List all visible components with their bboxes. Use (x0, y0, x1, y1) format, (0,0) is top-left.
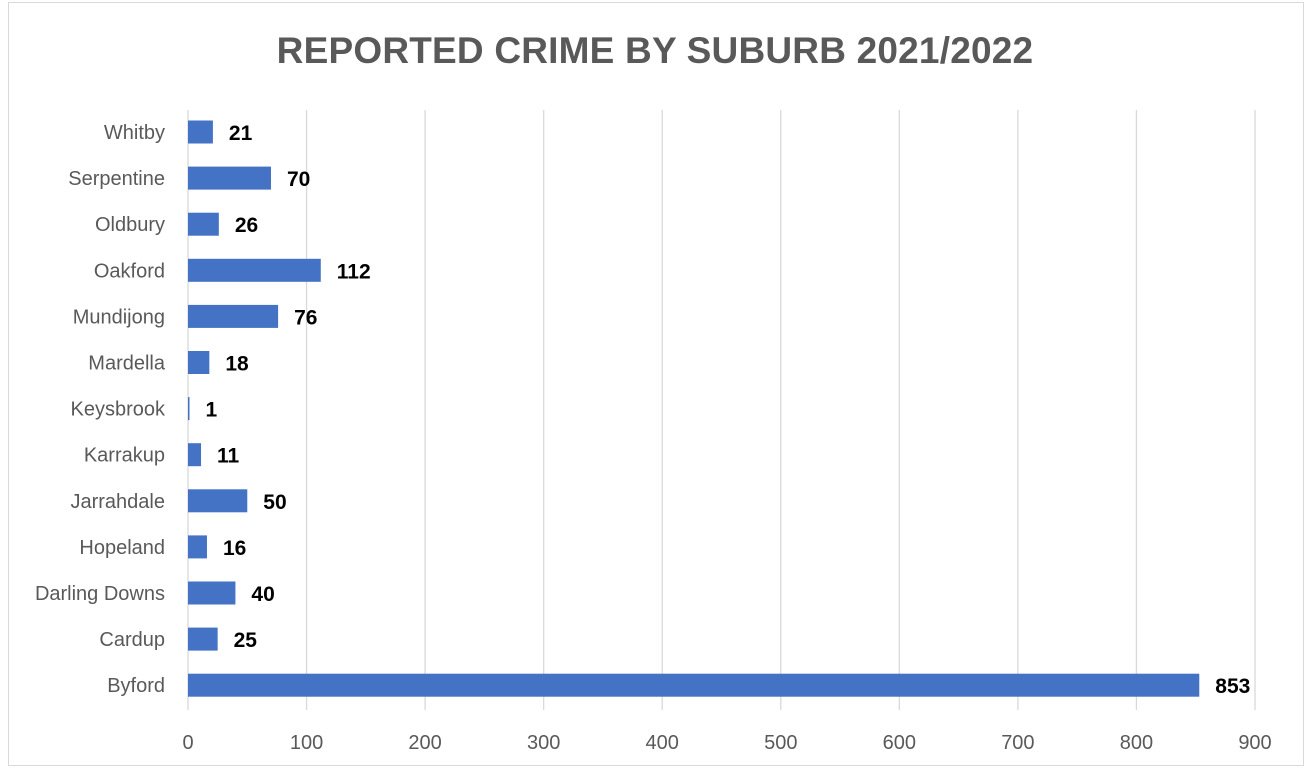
bar-jarrahdale (188, 489, 248, 513)
data-label: 18 (225, 353, 249, 376)
category-label: Cardup (99, 629, 165, 651)
bar-byford (188, 673, 1200, 697)
data-label: 16 (223, 537, 246, 560)
category-label: Byford (107, 675, 165, 697)
data-label: 853 (1215, 675, 1250, 698)
bar-oldbury (188, 212, 219, 236)
x-tick-label: 400 (646, 732, 679, 754)
data-label: 26 (235, 214, 258, 237)
category-label: Jarrahdale (70, 491, 165, 513)
category-label: Serpentine (68, 168, 165, 190)
x-tick-label: 800 (1120, 732, 1153, 754)
x-tick-label: 100 (290, 732, 323, 754)
x-tick-label: 0 (182, 732, 193, 754)
x-tick-label: 600 (883, 732, 916, 754)
category-label: Mardella (88, 353, 166, 375)
category-labels: Whitby Serpentine Oldbury Oakford Mundijong M… (35, 122, 166, 697)
bar-cardup (188, 627, 218, 651)
x-tick-label: 900 (1238, 732, 1271, 754)
data-label: 76 (294, 306, 317, 329)
category-label: Hopeland (79, 537, 165, 559)
data-label: 25 (234, 629, 258, 652)
bar-oakford (188, 258, 321, 282)
bar-whitby (188, 120, 213, 144)
bar-keysbrook (188, 397, 190, 421)
gridlines (187, 110, 1256, 710)
category-label: Oakford (94, 260, 165, 282)
chart-title: REPORTED CRIME BY SUBURB 2021/2022 (276, 30, 1034, 71)
category-label: Oldbury (95, 214, 165, 236)
chart-frame (8, 2, 1304, 766)
x-axis-tick-labels: 0 100 200 300 400 500 600 700 800 900 (182, 732, 1271, 754)
data-label: 11 (217, 445, 240, 468)
bar-mundijong (188, 304, 279, 328)
data-label: 40 (251, 583, 274, 606)
category-label: Karrakup (84, 445, 165, 467)
data-label: 1 (206, 399, 218, 422)
bar-hopeland (188, 535, 207, 559)
data-label: 70 (287, 168, 310, 191)
bar-karrakup (188, 443, 202, 467)
bar-darling-downs (188, 581, 236, 605)
bars (188, 120, 1200, 697)
data-label: 21 (229, 122, 253, 145)
bar-serpentine (188, 166, 271, 190)
x-tick-label: 500 (764, 732, 797, 754)
x-tick-label: 700 (1001, 732, 1034, 754)
data-label: 50 (263, 491, 286, 514)
x-tick-label: 200 (408, 732, 441, 754)
category-label: Whitby (104, 122, 165, 144)
data-label: 112 (337, 260, 371, 283)
category-label: Keysbrook (71, 399, 166, 421)
category-label: Mundijong (73, 306, 165, 328)
bar-mardella (188, 351, 210, 374)
category-label: Darling Downs (35, 583, 165, 605)
x-tick-label: 300 (527, 732, 560, 754)
